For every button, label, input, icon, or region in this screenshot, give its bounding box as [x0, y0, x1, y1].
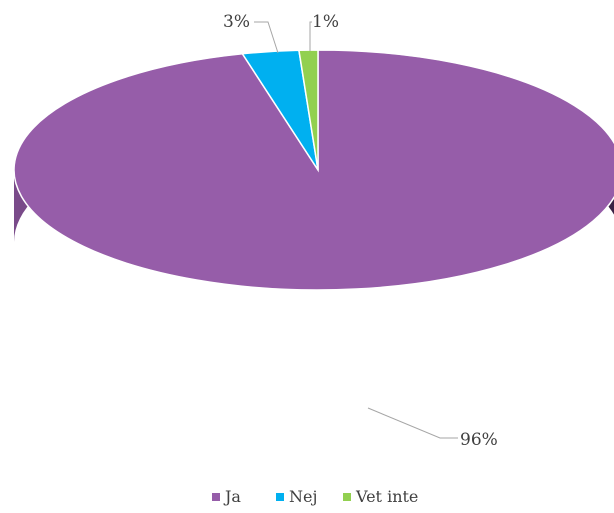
legend-label-vet-inte: Vet inte — [355, 487, 418, 506]
legend-item-ja: Ja — [212, 487, 241, 506]
legend: Ja Nej Vet inte — [212, 487, 418, 506]
data-label-ja: 96% — [460, 430, 498, 450]
data-labels: 96% 3% 1% — [223, 12, 498, 450]
legend-swatch-nej — [276, 493, 284, 501]
data-label-nej: 3% — [223, 12, 250, 32]
leader-line-ja — [367, 407, 458, 439]
legend-item-nej: Nej — [276, 487, 317, 506]
legend-label-ja: Ja — [223, 487, 241, 506]
leader-line-nej — [254, 21, 279, 54]
legend-item-vet-inte: Vet inte — [343, 487, 418, 506]
legend-label-nej: Nej — [289, 487, 317, 506]
legend-swatch-vet-inte — [343, 493, 351, 501]
pie-top-rim — [13, 49, 614, 291]
data-label-vet-inte: 1% — [312, 12, 339, 32]
pie-slices — [13, 49, 614, 291]
legend-swatch-ja — [212, 493, 220, 501]
leader-line-vet-inte — [309, 21, 312, 51]
